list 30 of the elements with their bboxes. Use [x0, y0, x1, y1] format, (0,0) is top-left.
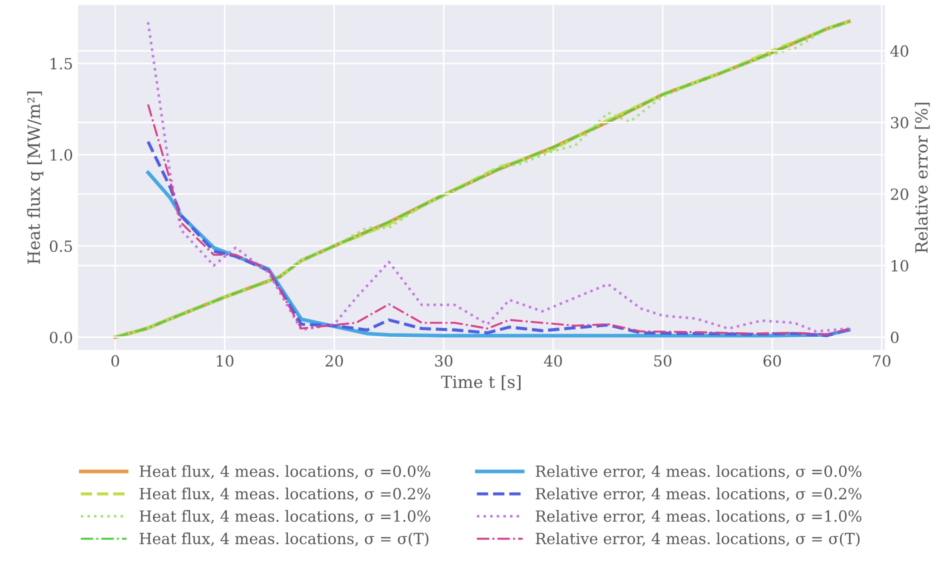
x-tick-label: 70 — [873, 355, 890, 367]
x-tick-label: 10 — [216, 355, 234, 367]
legend-label: Relative error, 4 meas. locations, σ =0.2% — [536, 488, 862, 502]
y2-axis-title: Relative error [%] — [914, 102, 930, 253]
legend-label: Relative error, 4 meas. locations, σ = σ(T) — [536, 532, 860, 546]
y2-tick-label: 10 — [892, 260, 908, 272]
x-tick-label: 50 — [654, 355, 672, 367]
legend-label: Heat flux, 4 meas. locations, σ =0.0% — [140, 465, 430, 479]
y2-tick-label: 20 — [890, 188, 908, 200]
line-series — [146, 140, 850, 338]
y2-tick-label: 40 — [890, 45, 908, 57]
y-tick-label: 0.0 — [50, 332, 72, 344]
x-tick-label: 0 — [111, 355, 120, 367]
legend-label: Heat flux, 4 meas. locations, σ =0.2% — [140, 488, 430, 502]
legend-label: Relative error, 4 meas. locations, σ =1.0% — [536, 510, 862, 524]
y-axis-title: Heat flux q [MW/m²] — [27, 92, 44, 264]
line-series — [147, 104, 850, 336]
x-tick-label: 30 — [435, 355, 452, 367]
y-tick-label: 1.5 — [50, 58, 72, 70]
x-tick-label: 40 — [544, 355, 562, 367]
x-tick-label: 60 — [764, 355, 781, 367]
x-tick-label: 20 — [326, 355, 343, 367]
x-axis-title: Time t [s] — [441, 375, 521, 390]
y2-tick-label: 30 — [891, 116, 908, 128]
legend-label: Relative error, 4 meas. locations, σ =0.0% — [536, 465, 862, 479]
legend-label: Heat flux, 4 meas. locations, σ =1.0% — [140, 510, 430, 524]
y-tick-label: 0.5 — [50, 240, 72, 252]
y-tick-label: 1.0 — [50, 149, 72, 161]
legend-label: Heat flux, 4 meas. locations, σ = σ(T) — [140, 532, 428, 546]
y2-tick-label: 0 — [890, 332, 899, 344]
